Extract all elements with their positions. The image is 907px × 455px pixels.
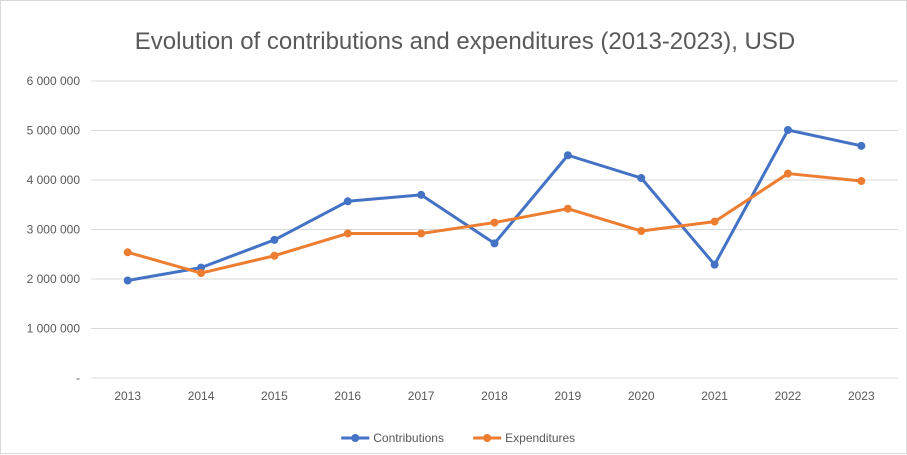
data-point <box>857 176 866 185</box>
legend: Contributions Expenditures <box>341 431 575 445</box>
data-point <box>637 174 646 183</box>
data-point <box>490 239 499 248</box>
data-point <box>637 226 646 235</box>
chart-title: Evolution of contributions and expenditu… <box>135 28 795 55</box>
series-line <box>126 128 863 282</box>
data-point <box>710 217 719 226</box>
legend-item-contributions: Contributions <box>341 431 444 445</box>
data-point <box>490 218 499 227</box>
series-expenditures <box>123 169 866 278</box>
legend-label: Expenditures <box>505 431 575 445</box>
x-tick-label: 2013 <box>114 389 141 403</box>
series-lines <box>123 126 866 285</box>
x-tick-label: 2023 <box>848 389 875 403</box>
x-tick-label: 2020 <box>628 389 655 403</box>
x-tick-label: 2014 <box>188 389 215 403</box>
x-tick-label: 2022 <box>775 389 802 403</box>
y-tick-label: 6 000 000 <box>27 74 81 88</box>
x-tick-label: 2015 <box>261 389 288 403</box>
y-tick-label: 1 000 000 <box>27 322 81 336</box>
x-tick-label: 2019 <box>555 389 582 403</box>
data-point <box>270 251 279 260</box>
legend-label: Contributions <box>373 431 444 445</box>
data-point <box>197 269 206 278</box>
data-point <box>123 276 132 285</box>
data-point <box>783 169 792 178</box>
data-point <box>417 229 426 238</box>
data-point <box>417 190 426 199</box>
legend-marker-icon <box>351 434 360 442</box>
data-point <box>563 151 572 160</box>
y-tick-label: 5 000 000 <box>27 124 81 138</box>
data-point <box>343 197 352 206</box>
data-point <box>270 235 279 244</box>
x-tick-label: 2021 <box>701 389 728 403</box>
y-tick-label: 2 000 000 <box>27 272 81 286</box>
x-tick-label: 2018 <box>481 389 508 403</box>
data-point <box>783 126 792 135</box>
series-contributions <box>123 126 866 285</box>
x-tick-label: 2016 <box>334 389 361 403</box>
x-tick-label: 2017 <box>408 389 435 403</box>
data-point <box>563 204 572 213</box>
axes: - 1 000 000 2 000 000 3 000 000 4 000 000 5 0… <box>27 74 898 403</box>
y-tick-label: 4 000 000 <box>27 173 81 187</box>
data-point <box>123 248 132 257</box>
data-point <box>857 141 866 150</box>
gridlines <box>91 80 898 329</box>
legend-item-expenditures: Expenditures <box>473 431 575 445</box>
legend-marker-icon <box>483 434 492 442</box>
data-point <box>710 260 719 269</box>
y-tick-label: - <box>76 371 80 385</box>
y-tick-label: 3 000 000 <box>27 223 81 237</box>
data-point <box>343 229 352 238</box>
